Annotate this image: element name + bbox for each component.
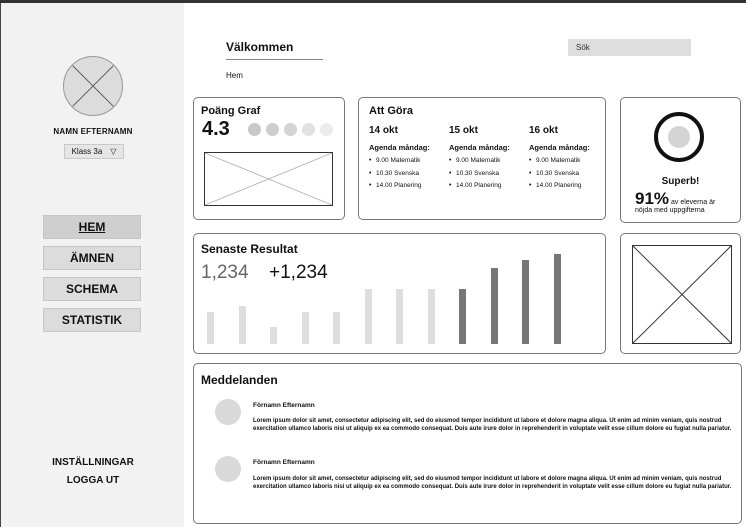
- agenda-list: 9.00 Matematik 10.30 Svenska 14.00 Plane…: [529, 155, 607, 193]
- agenda-item: 9.00 Matematik: [369, 155, 447, 168]
- todo-card: Att Göra 14 okt Agenda måndag: 9.00 Mate…: [358, 97, 606, 220]
- satisfaction-card: Superb! 91% av eleverna är nöjda med upp…: [620, 97, 741, 223]
- chart-bar: [238, 306, 246, 344]
- avatar-placeholder-icon: [72, 65, 114, 107]
- points-dot: [266, 123, 279, 136]
- agenda-item: 14.00 Planering: [369, 180, 447, 193]
- results-stat-primary: 1,234: [201, 262, 249, 283]
- message-body: Lorem ipsum dolor sit amet, consectetur …: [253, 476, 732, 490]
- agenda-list: 9.00 Matematik 10.30 Svenska 14.00 Plane…: [369, 155, 447, 193]
- agenda-heading: Agenda måndag:: [529, 143, 590, 152]
- agenda-item: 10.30 Svenska: [449, 168, 527, 181]
- message-sender[interactable]: Förnamn Efternamn: [253, 402, 315, 409]
- breadcrumb[interactable]: Hem: [226, 71, 243, 80]
- nav-item-hem[interactable]: HEM: [43, 215, 141, 239]
- messages-title: Meddelanden: [201, 373, 278, 387]
- page-title: Välkommen: [226, 40, 294, 54]
- points-dot: [302, 123, 315, 136]
- points-dot: [248, 123, 261, 136]
- image-placeholder-icon: [205, 153, 332, 205]
- messages-card: Meddelanden Förnamn Efternamn Lorem ipsu…: [193, 363, 742, 524]
- logout-link[interactable]: LOGGA UT: [66, 475, 120, 486]
- todo-date: 14 okt: [369, 125, 398, 136]
- results-title: Senaste Resultat: [201, 242, 298, 256]
- message-avatar[interactable]: [215, 456, 241, 482]
- agenda-item: 9.00 Matematik: [449, 155, 527, 168]
- agenda-item: 10.30 Svenska: [529, 168, 607, 181]
- window-top-border: [0, 0, 746, 3]
- chart-bar: [490, 268, 498, 344]
- title-underline: [226, 59, 323, 60]
- agenda-list: 9.00 Matematik 10.30 Svenska 14.00 Plane…: [449, 155, 527, 193]
- points-dot: [284, 123, 297, 136]
- chart-bar: [553, 254, 561, 344]
- chart-bar: [301, 312, 309, 344]
- satisfaction-percent: 91%: [635, 189, 670, 208]
- results-card: Senaste Resultat 1,234 +1,234: [193, 233, 606, 354]
- satisfaction-text-line1: av eleverna är: [671, 199, 716, 206]
- satisfaction-ring-center: [668, 126, 690, 148]
- agenda-item: 10.30 Svenska: [369, 168, 447, 181]
- chart-bar: [459, 289, 466, 344]
- todo-date: 16 okt: [529, 125, 558, 136]
- triangle-down-icon: ▽: [110, 147, 117, 156]
- nav-item-schema[interactable]: SCHEMA: [43, 277, 141, 301]
- todo-day: 14 okt Agenda måndag: 9.00 Matematik 10.…: [369, 125, 447, 193]
- class-select-value: Klass 3a: [71, 147, 103, 156]
- sidebar: NAMN EFTERNAMN Klass 3a ▽ HEM ÄMNEN SCHE…: [0, 3, 184, 527]
- image-card: [620, 233, 741, 354]
- todo-day: 16 okt Agenda måndag: 9.00 Matematik 10.…: [529, 125, 607, 193]
- nav-item-statistik[interactable]: STATISTIK: [43, 308, 141, 332]
- points-value: 4.3: [202, 118, 230, 140]
- chart-bar: [522, 260, 529, 344]
- satisfaction-ring: [654, 112, 704, 162]
- chart-bar: [270, 327, 277, 344]
- chart-bar: [396, 289, 403, 344]
- chart-bar: [333, 312, 340, 344]
- satisfaction-text-line2: nöjda med uppgifterna: [635, 207, 705, 214]
- agenda-heading: Agenda måndag:: [369, 143, 430, 152]
- chart-bar: [364, 289, 372, 344]
- settings-link[interactable]: INSTÄLLNINGAR: [52, 457, 134, 468]
- agenda-item: 14.00 Planering: [529, 180, 607, 193]
- points-graph-placeholder: [204, 152, 333, 206]
- agenda-item: 9.00 Matematik: [529, 155, 607, 168]
- todo-day: 15 okt Agenda måndag: 9.00 Matematik 10.…: [449, 125, 527, 193]
- message-body: Lorem ipsum dolor sit amet, consectetur …: [253, 418, 732, 432]
- agenda-heading: Agenda måndag:: [449, 143, 510, 152]
- agenda-item: 14.00 Planering: [449, 180, 527, 193]
- todo-title: Att Göra: [369, 105, 413, 117]
- image-placeholder[interactable]: [632, 245, 732, 344]
- points-dot: [320, 123, 333, 136]
- todo-date: 15 okt: [449, 125, 478, 136]
- class-select[interactable]: Klass 3a ▽: [64, 144, 124, 159]
- image-placeholder-icon: [633, 246, 731, 343]
- points-card: Poäng Graf 4.3: [193, 97, 345, 220]
- satisfaction-label: Superb!: [661, 176, 700, 187]
- avatar[interactable]: [63, 56, 123, 116]
- message-sender[interactable]: Förnamn Efternamn: [253, 459, 315, 466]
- nav-item-amnen[interactable]: ÄMNEN: [43, 246, 141, 270]
- user-name: NAMN EFTERNAMN: [53, 127, 133, 136]
- chart-bar: [427, 289, 435, 344]
- search-input[interactable]: [568, 39, 691, 56]
- chart-bar: [207, 312, 214, 344]
- results-stat-change: +1,234: [269, 262, 328, 283]
- message-avatar[interactable]: [215, 399, 241, 425]
- points-title: Poäng Graf: [201, 105, 261, 117]
